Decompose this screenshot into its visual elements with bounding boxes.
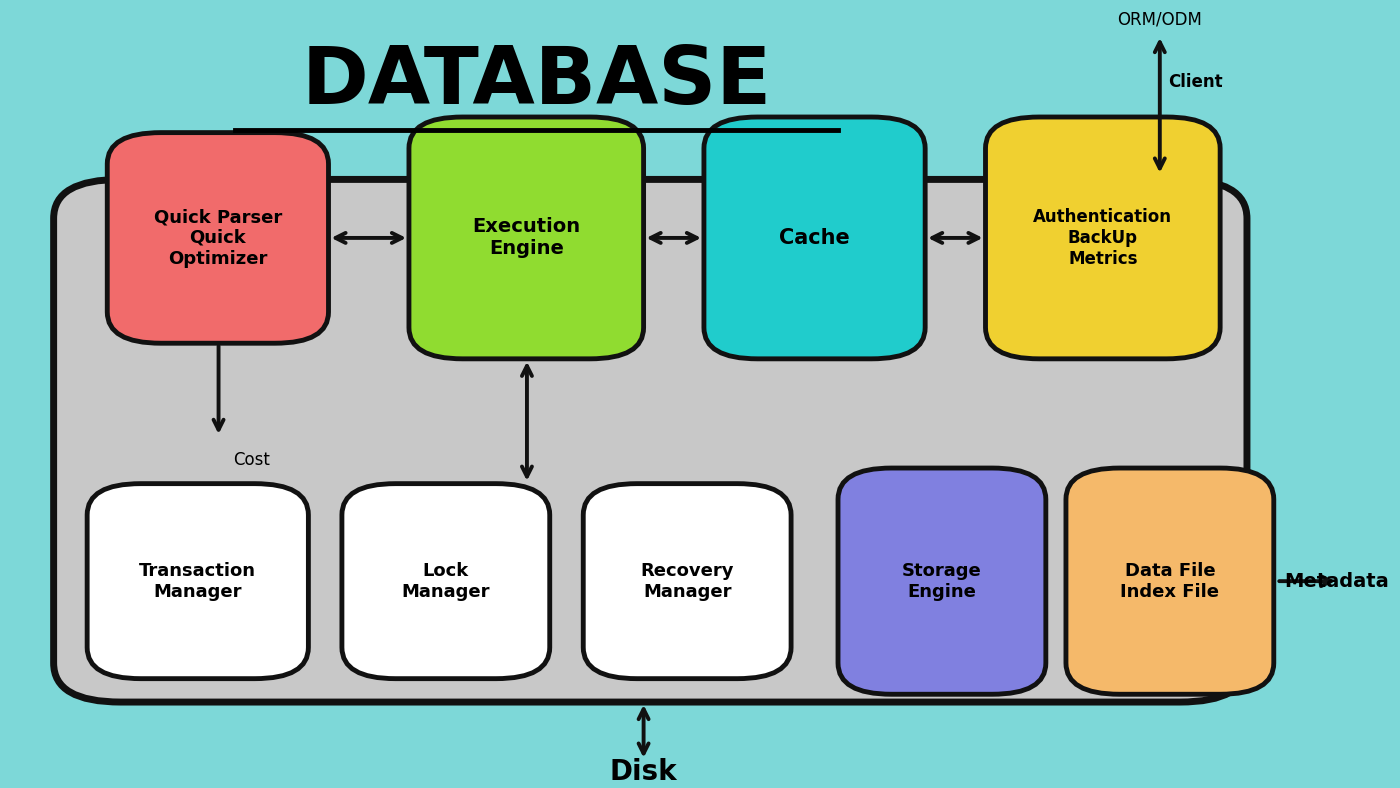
Text: Cache: Cache	[780, 228, 850, 248]
Text: DATABASE: DATABASE	[301, 43, 771, 121]
Text: Authentication
BackUp
Metrics: Authentication BackUp Metrics	[1033, 208, 1172, 268]
FancyBboxPatch shape	[409, 117, 644, 359]
Text: Disk: Disk	[610, 758, 678, 786]
Text: Quick Parser
Quick
Optimizer: Quick Parser Quick Optimizer	[154, 208, 281, 268]
FancyBboxPatch shape	[87, 484, 308, 678]
FancyBboxPatch shape	[584, 484, 791, 678]
Text: Execution
Engine: Execution Engine	[472, 217, 581, 258]
FancyBboxPatch shape	[986, 117, 1221, 359]
Text: Recovery
Manager: Recovery Manager	[640, 562, 734, 600]
FancyBboxPatch shape	[1065, 468, 1274, 694]
Text: Client: Client	[1168, 73, 1222, 91]
FancyBboxPatch shape	[342, 484, 550, 678]
Text: Cost: Cost	[234, 452, 270, 469]
Text: Transaction
Manager: Transaction Manager	[139, 562, 256, 600]
FancyBboxPatch shape	[53, 180, 1247, 702]
Text: ORM/ODM: ORM/ODM	[1117, 10, 1203, 28]
FancyBboxPatch shape	[704, 117, 925, 359]
Text: Storage
Engine: Storage Engine	[902, 562, 981, 600]
Text: Data File
Index File: Data File Index File	[1120, 562, 1219, 600]
FancyBboxPatch shape	[839, 468, 1046, 694]
Text: Lock
Manager: Lock Manager	[402, 562, 490, 600]
Text: Metadata: Metadata	[1285, 571, 1389, 591]
FancyBboxPatch shape	[108, 132, 329, 344]
